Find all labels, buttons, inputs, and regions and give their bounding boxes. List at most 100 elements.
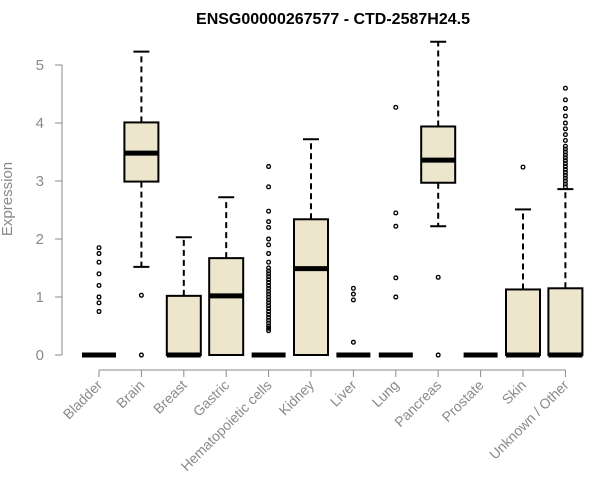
outlier-point (562, 137, 568, 143)
y-tick-label: 5 (36, 57, 44, 74)
outlier-point (562, 146, 568, 152)
outlier-point (266, 274, 272, 280)
x-tick-label: Lung (369, 377, 402, 410)
outlier-point (96, 245, 102, 251)
box-group (336, 285, 371, 358)
box-group (123, 50, 160, 358)
outlier-point (266, 303, 272, 309)
outlier-point (266, 320, 272, 326)
box-group (378, 104, 413, 358)
outlier-point (435, 352, 441, 358)
boxes-group (82, 40, 584, 358)
x-tick-label: Prostate (439, 377, 487, 425)
outlier-point (393, 210, 399, 216)
outlier-point (562, 169, 568, 175)
outlier-point (562, 143, 568, 149)
outlier-point (96, 282, 102, 288)
outlier-point (266, 280, 272, 285)
outlier-point (266, 236, 272, 242)
outlier-point (266, 306, 272, 312)
box-body (420, 125, 457, 184)
y-axis: 0 1 2 3 4 5 (36, 57, 63, 364)
outlier-point (266, 282, 272, 288)
outlier-point (393, 294, 399, 300)
outlier-point (562, 120, 568, 126)
y-tick-label: 2 (36, 231, 44, 248)
box-body (547, 287, 584, 356)
outlier-point (562, 164, 568, 169)
outlier-point (520, 164, 526, 170)
outlier-point (562, 155, 568, 161)
outlier-point (562, 85, 568, 91)
outlier-point (96, 309, 102, 314)
outlier-point (266, 277, 272, 283)
outlier-point (266, 297, 272, 303)
box-group (251, 164, 286, 358)
outlier-point (266, 328, 272, 334)
outlier-point (96, 300, 102, 306)
box-group (293, 138, 329, 356)
y-axis-label: Expression (0, 162, 16, 236)
outlier-point (266, 314, 272, 320)
box-body (208, 257, 245, 357)
x-tick-label: Unknown / Other (486, 377, 572, 463)
outlier-point (266, 288, 272, 294)
outlier-point (562, 106, 568, 111)
y-tick-label: 0 (36, 347, 44, 364)
box-group (505, 164, 541, 358)
y-tick-label: 3 (36, 173, 44, 190)
x-tick-label: Breast (150, 377, 190, 417)
outlier-point (266, 259, 272, 265)
outlier-point (562, 158, 568, 164)
x-tick-label: Liver (327, 377, 360, 410)
outlier-point (435, 274, 441, 280)
box-body (165, 294, 202, 356)
outlier-point (350, 339, 356, 345)
outlier-point (562, 149, 568, 155)
outlier-point (266, 268, 272, 274)
outlier-point (562, 152, 568, 158)
outlier-point (266, 224, 272, 230)
outlier-point (266, 265, 272, 271)
outlier-point (96, 294, 102, 300)
outlier-point (562, 181, 568, 187)
outlier-point (562, 175, 568, 181)
box-body (505, 288, 541, 356)
outlier-point (96, 251, 102, 256)
y-tick-label: 1 (36, 289, 44, 306)
outlier-point (562, 172, 568, 178)
box-group (420, 40, 457, 358)
y-tick-label: 4 (36, 115, 44, 132)
outlier-point (266, 291, 272, 297)
box-group (547, 85, 584, 358)
outlier-point (266, 184, 272, 190)
outlier-point (266, 325, 272, 331)
x-tick-label: Brain (113, 377, 147, 411)
outlier-point (562, 113, 568, 119)
box-group (82, 245, 116, 358)
outlier-point (96, 259, 102, 265)
x-tick-label: Pancreas (391, 377, 444, 430)
outlier-point (266, 251, 272, 256)
outlier-point (350, 297, 356, 303)
outlier-point (266, 285, 272, 291)
outlier-point (562, 132, 568, 138)
outlier-point (350, 291, 356, 297)
box-group (208, 196, 245, 357)
box-group (165, 236, 202, 358)
outlier-point (562, 184, 568, 190)
outlier-point (266, 219, 272, 225)
outlier-point (393, 104, 399, 110)
outlier-point (266, 309, 272, 314)
outlier-point (266, 317, 272, 323)
outlier-point (562, 161, 568, 167)
outlier-point (393, 275, 399, 281)
outlier-point (266, 311, 272, 317)
outlier-point (138, 292, 144, 298)
chart-title: ENSG00000267577 - CTD-2587H24.5 (196, 11, 470, 28)
outlier-point (266, 323, 272, 329)
outlier-point (562, 166, 568, 172)
outlier-point (96, 271, 102, 277)
outlier-point (266, 294, 272, 300)
